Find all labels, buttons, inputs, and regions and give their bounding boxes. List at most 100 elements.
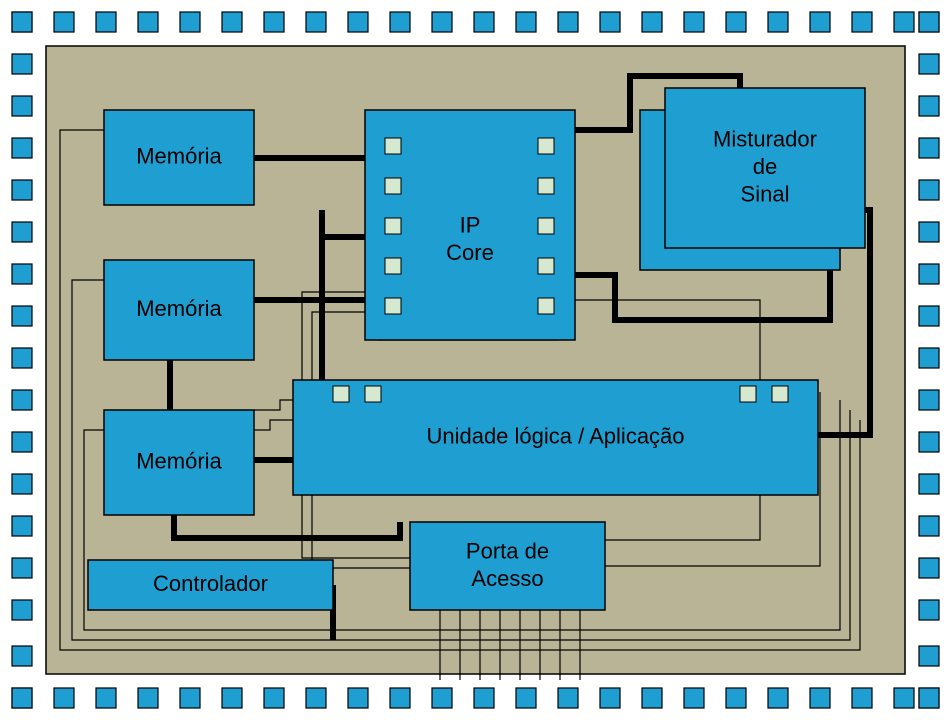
ip-core-pad: [385, 218, 401, 234]
chip-pin: [474, 688, 494, 708]
chip-pin: [348, 12, 368, 32]
chip-pin: [12, 264, 32, 284]
chip-pin: [894, 688, 914, 708]
chip-pin: [919, 600, 939, 620]
chip-pin: [12, 180, 32, 200]
chip-pin: [180, 12, 200, 32]
chip-pin: [558, 12, 578, 32]
ip-core-pad: [538, 218, 554, 234]
ip-core-block-label: IP: [460, 212, 481, 237]
logic-unit-block-label: Unidade lógica / Aplicação: [426, 424, 684, 449]
ip-core-pad: [385, 258, 401, 274]
chip-pin: [180, 688, 200, 708]
ip-core-pad: [538, 178, 554, 194]
chip-pin: [12, 348, 32, 368]
logic-pad: [365, 386, 381, 402]
chip-pin: [919, 432, 939, 452]
chip-pin: [919, 138, 939, 158]
chip-pin: [919, 180, 939, 200]
mixer-block-label: Misturador: [713, 127, 817, 152]
chip-pin: [264, 12, 284, 32]
chip-pin: [919, 12, 939, 32]
chip-pin: [810, 12, 830, 32]
chip-pin: [12, 558, 32, 578]
ip-core-pad: [538, 298, 554, 314]
logic-pad: [333, 386, 349, 402]
chip-pin: [432, 688, 452, 708]
chip-pin: [12, 96, 32, 116]
chip-pin: [919, 96, 939, 116]
chip-pin: [516, 12, 536, 32]
ip-core-pad: [385, 178, 401, 194]
chip-pin: [54, 688, 74, 708]
ip-core-pad: [385, 138, 401, 154]
access-port-block-label: Acesso: [471, 566, 543, 591]
chip-pin: [390, 688, 410, 708]
chip-pin: [919, 306, 939, 326]
chip-pin: [12, 688, 32, 708]
chip-pin: [768, 688, 788, 708]
chip-pin: [919, 688, 939, 708]
chip-pin: [306, 688, 326, 708]
chip-pin: [919, 558, 939, 578]
chip-pin: [12, 432, 32, 452]
chip-pin: [12, 390, 32, 410]
chip-pin: [306, 12, 326, 32]
mixer-block-label: Sinal: [741, 182, 790, 207]
chip-pin: [919, 390, 939, 410]
chip-pin: [919, 516, 939, 536]
chip-pin: [726, 12, 746, 32]
chip-pin: [684, 688, 704, 708]
chip-pin: [12, 54, 32, 74]
chip-pin: [919, 348, 939, 368]
chip-pin: [390, 12, 410, 32]
chip-pin: [810, 688, 830, 708]
ip-core-pad: [538, 138, 554, 154]
chip-pin: [600, 12, 620, 32]
chip-pin: [432, 12, 452, 32]
chip-pin: [12, 306, 32, 326]
chip-pin: [12, 474, 32, 494]
chip-pin: [96, 12, 116, 32]
memory-block-3-label: Memória: [136, 449, 222, 474]
chip-pin: [138, 12, 158, 32]
chip-pin: [600, 688, 620, 708]
access-port-block-label: Porta de: [466, 538, 549, 563]
chip-pin: [516, 688, 536, 708]
chip-pin: [12, 600, 32, 620]
chip-pin: [12, 138, 32, 158]
chip-pin: [138, 688, 158, 708]
chip-pin: [852, 688, 872, 708]
chip-pin: [12, 516, 32, 536]
chip-pin: [222, 688, 242, 708]
chip-pin: [642, 12, 662, 32]
chip-pin: [919, 54, 939, 74]
chip-pin: [12, 12, 32, 32]
chip-pin: [558, 688, 578, 708]
chip-pin: [12, 222, 32, 242]
chip-pin: [348, 688, 368, 708]
chip-pin: [96, 688, 116, 708]
logic-pad: [772, 386, 788, 402]
memory-block-2-label: Memória: [136, 296, 222, 321]
ip-core-pad: [385, 298, 401, 314]
chip-pin: [726, 688, 746, 708]
logic-pad: [740, 386, 756, 402]
chip-pin: [684, 12, 704, 32]
chip-pin: [642, 688, 662, 708]
soc-diagram: Memória Memória Memória IP Core Misturadorde S…: [0, 0, 951, 720]
chip-pin: [894, 12, 914, 32]
chip-pin: [919, 264, 939, 284]
memory-block-1-label: Memória: [136, 144, 222, 169]
ip-core-pad: [538, 258, 554, 274]
chip-pin: [12, 646, 32, 666]
chip-pin: [474, 12, 494, 32]
ip-core-block-label: Core: [446, 240, 494, 265]
mixer-block-label: de: [753, 154, 777, 179]
chip-pin: [919, 474, 939, 494]
chip-pin: [852, 12, 872, 32]
chip-pin: [919, 222, 939, 242]
chip-pin: [264, 688, 284, 708]
chip-pin: [919, 646, 939, 666]
chip-pin: [768, 12, 788, 32]
